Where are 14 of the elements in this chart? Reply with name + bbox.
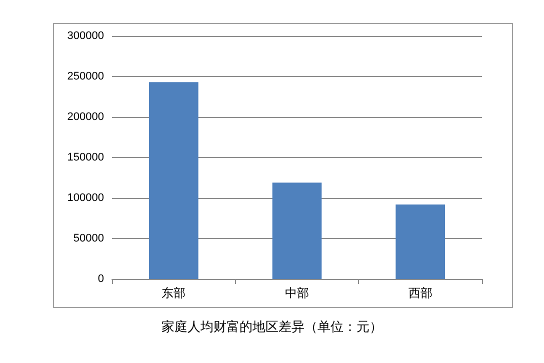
- bar: [272, 182, 322, 279]
- x-tick-label: 西部: [408, 286, 432, 300]
- y-tick-label: 300000: [67, 30, 104, 42]
- y-tick-label: 50000: [73, 232, 104, 244]
- y-tick-label: 250000: [67, 70, 104, 82]
- bar: [149, 82, 198, 279]
- x-tick-label: 中部: [285, 286, 309, 300]
- y-tick-label: 150000: [67, 152, 104, 164]
- y-tick-label: 100000: [67, 192, 104, 204]
- text: 家庭人均财富的地区差异（单位：元）: [160, 319, 384, 336]
- y-tick-label: 0: [98, 273, 104, 285]
- bar: [396, 204, 445, 279]
- x-tick-label: 东部: [162, 286, 186, 300]
- y-tick-label: 200000: [67, 111, 104, 123]
